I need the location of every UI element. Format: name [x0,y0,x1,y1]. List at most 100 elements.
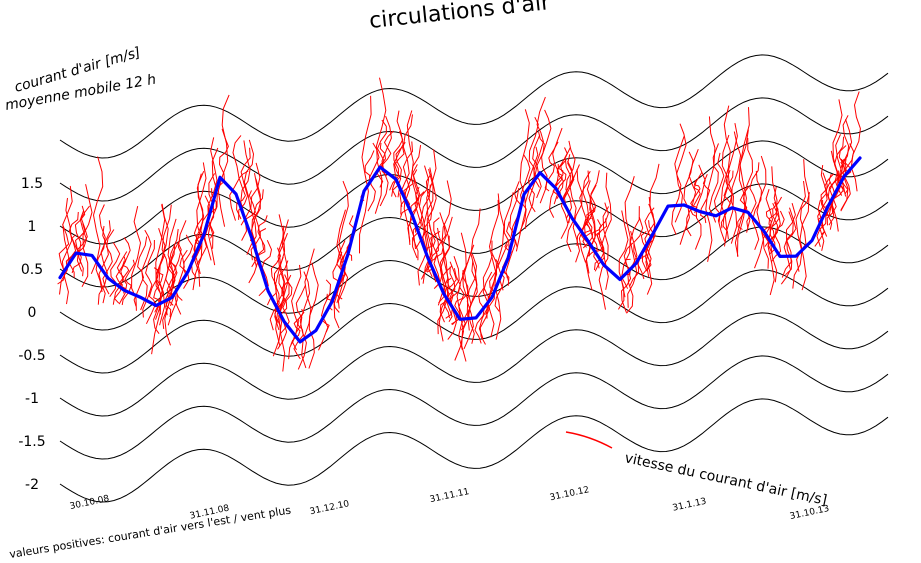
raw-data-strand [412,191,425,259]
raw-data-strand [102,229,115,295]
raw-data-strand [850,91,861,192]
raw-data-strand [601,172,612,290]
raw-data-strand [560,147,572,224]
raw-data-strand [98,225,109,304]
raw-data-strand [816,181,831,247]
raw-data-strand [318,279,332,351]
raw-data-strand [796,192,810,272]
raw-data-strand [627,206,640,308]
raw-data-strand [705,116,716,262]
raw-data-strand [566,164,580,253]
raw-data-strand [118,260,130,294]
raw-data-strand [204,173,216,261]
raw-data-strand [109,242,121,297]
raw-data-strand [576,170,590,246]
gridline [59,398,889,503]
raw-data-strand [293,311,305,360]
raw-data-strand [572,169,583,263]
gridline [59,140,889,245]
raw-data-strand [275,219,289,347]
raw-data-strand [374,77,387,214]
raw-data-strand [720,170,734,229]
raw-data-strand [754,155,767,269]
y-tick-label: 0.5 [21,262,43,278]
raw-data-strand [533,96,546,188]
raw-data-strand [552,162,564,197]
raw-data-strand [746,162,760,230]
legend-swatch [565,431,613,449]
gridline [59,97,889,202]
x-tick-label: 31.11.11 [429,487,470,505]
raw-data-strand [792,180,806,289]
raw-data-strand [407,145,422,242]
raw-data-strand [565,140,576,219]
x-tick-label: 31.10.12 [549,485,590,503]
gridline [59,312,889,417]
raw-data-strand [713,152,725,224]
raw-data-strand [425,167,437,272]
gridline [59,269,889,374]
y-tick-label: -1 [25,391,39,407]
raw-data-strand [433,227,444,288]
raw-data-strand [645,163,660,278]
raw-data-strand [97,220,111,305]
raw-data-strand [71,223,86,274]
raw-series [57,77,861,372]
raw-data-strand [196,195,210,265]
x-tick-label: 31.1.13 [672,497,708,514]
raw-data-strand [301,248,315,369]
raw-data-strand [391,146,405,197]
raw-data-strand [817,165,828,251]
raw-data-strand [751,170,762,250]
raw-data-strand [458,270,469,331]
y-tick-label: 1 [28,219,37,235]
raw-data-strand [742,138,754,233]
raw-data-strand [487,240,498,338]
gridline [59,355,889,460]
raw-data-strand [737,107,750,257]
raw-data-strand [737,185,750,230]
raw-data-strand [336,180,349,304]
y-tick-label: 0 [28,305,37,321]
raw-data-strand [59,185,73,295]
raw-data-strand [335,250,348,300]
gridline [59,54,889,159]
raw-data-strand [617,210,629,310]
raw-data-strand [174,220,187,315]
raw-data-strand [593,231,604,269]
raw-data-strand [834,158,847,199]
raw-data-strand [840,118,853,212]
x-tick-label: 31.12.10 [309,499,351,517]
raw-data-strand [620,176,635,298]
raw-data-strand [445,261,457,319]
raw-data-strand [762,189,774,269]
raw-data-strand [297,271,311,370]
raw-data-strand [90,156,104,274]
raw-data-strand [467,260,478,344]
raw-data-strand [534,131,545,199]
raw-data-strand [255,228,267,275]
raw-data-strand [447,256,460,340]
raw-data-strand [445,266,456,322]
raw-data-strand [359,95,372,254]
raw-data-strand [207,137,218,249]
raw-data-strand [391,142,406,198]
raw-data-strand [379,115,392,207]
raw-data-strand [236,170,249,220]
raw-data-strand [389,131,404,191]
legend: vitesse du courant d'air [m/s] [565,431,828,509]
raw-data-strand [142,239,155,318]
raw-data-strand [81,184,93,288]
raw-data-strand [799,159,810,291]
raw-data-strand [415,165,430,249]
raw-data-strand [162,244,176,329]
y-tick-label: -2 [25,477,39,493]
raw-data-strand [443,277,454,319]
raw-data-strand [112,256,127,305]
legend-label: vitesse du courant d'air [m/s] [623,450,828,509]
raw-data-strand [288,264,302,360]
raw-data-strand [182,234,194,289]
raw-data-strand [463,253,478,350]
raw-data-strand [620,242,634,313]
